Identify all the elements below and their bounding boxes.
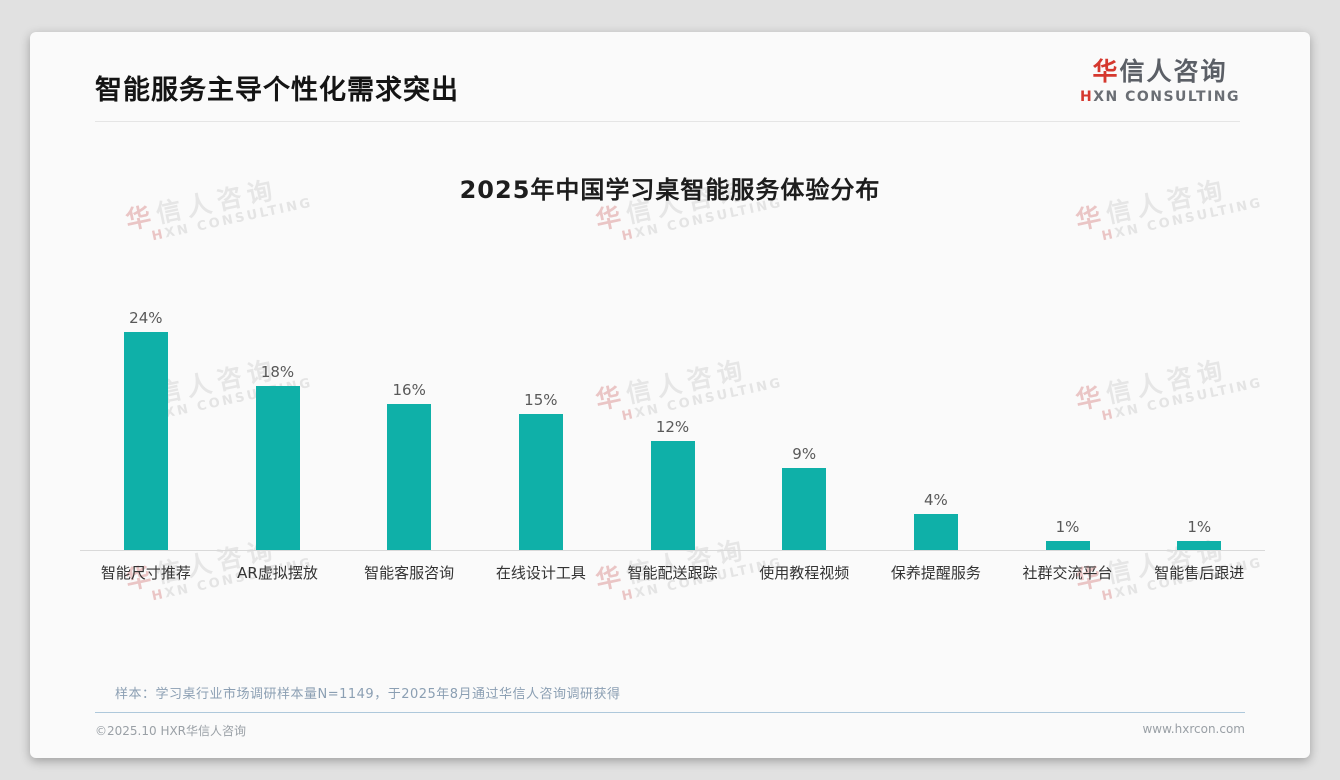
header-divider [95, 121, 1240, 122]
bar [387, 404, 432, 550]
bar-value-label: 15% [524, 390, 558, 409]
bar [1177, 540, 1222, 550]
website-url: www.hxrcon.com [1142, 722, 1245, 736]
bar-value-label: 18% [260, 363, 295, 382]
bar-value-label: 1% [1187, 517, 1212, 536]
bar [1045, 540, 1090, 550]
copyright-text: ©2025.10 HXR华信人咨询 [95, 724, 247, 738]
category-label: 在线设计工具 [495, 564, 586, 582]
bars-row: 24% 18% 16% 15% 12% 9% 4% 1% 1% [80, 309, 1265, 550]
bar [123, 331, 168, 550]
bar-value-label: 4% [923, 490, 948, 509]
logo-english-name: HXN CONSULTING [1079, 89, 1240, 105]
bar-slot: 12% [607, 418, 739, 550]
bar [255, 386, 300, 550]
report-card: 华信人咨询 HXN CONSULTING 华信人咨询 HXN CONSULTING 华信… [30, 32, 1310, 758]
bar-slot: 1% [1002, 518, 1134, 550]
footer-divider [95, 712, 1245, 713]
footer-row: ©2025.10 HXR华信人咨询 www.hxrcon.com [95, 722, 1245, 739]
logo-chinese-name: 华信人咨询 [1092, 57, 1228, 86]
bar-slot: 9% [738, 445, 870, 550]
bar-slot: 16% [343, 381, 475, 550]
bar-slot: 4% [870, 491, 1002, 550]
x-axis-line [80, 550, 1265, 551]
bar [518, 413, 563, 550]
category-label: 智能配送跟踪 [627, 564, 718, 582]
categories-row: 智能尺寸推荐 AR虚拟摆放 智能客服咨询 在线设计工具 智能配送跟踪 使用教程视频 保养提醒… [80, 562, 1265, 583]
category-label: 保养提醒服务 [890, 564, 981, 582]
bar-value-label: 1% [1055, 517, 1080, 536]
bar-slot: 18% [212, 363, 344, 550]
category-label: 智能客服咨询 [364, 564, 455, 582]
company-logo: 华信人咨询 HXN CONSULTING [1080, 52, 1240, 105]
page-title: 智能服务主导个性化需求突出 [95, 75, 459, 106]
bar-slot: 1% [1133, 518, 1265, 550]
bar [782, 468, 827, 550]
category-label: 智能售后跟进 [1154, 564, 1245, 582]
category-label: 使用教程视频 [759, 564, 850, 582]
chart-title: 2025年中国学习桌智能服务体验分布 [459, 176, 881, 204]
bar-value-label: 16% [392, 381, 426, 400]
category-label: 社群交流平台 [1022, 564, 1113, 582]
bar [650, 440, 695, 550]
bar [913, 513, 958, 550]
category-label: AR虚拟摆放 [237, 564, 318, 582]
bar-slot: 15% [475, 390, 607, 550]
bar-slot: 24% [80, 309, 212, 550]
bar-value-label: 12% [655, 417, 690, 436]
category-label: 智能尺寸推荐 [100, 564, 191, 582]
bar-value-label: 24% [129, 308, 163, 327]
sample-footnote: 样本：学习桌行业市场调研样本量N=1149，于2025年8月通过华信人咨询调研获… [115, 687, 621, 702]
bar-value-label: 9% [792, 445, 817, 464]
